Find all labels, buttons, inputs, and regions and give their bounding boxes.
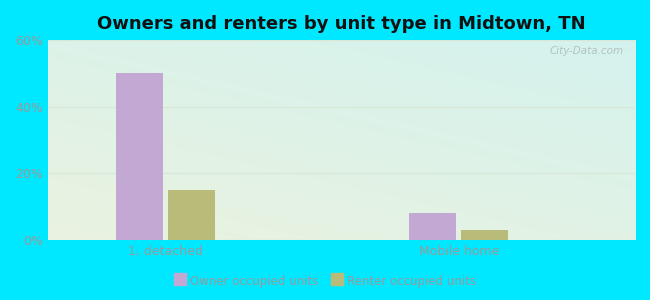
Bar: [461, 230, 508, 240]
Bar: [116, 74, 163, 240]
Title: Owners and renters by unit type in Midtown, TN: Owners and renters by unit type in Midto…: [97, 15, 586, 33]
Text: City-Data.com: City-Data.com: [549, 46, 623, 56]
Bar: [410, 214, 456, 240]
Legend: Owner occupied units, Renter occupied units: Owner occupied units, Renter occupied un…: [170, 271, 480, 291]
Bar: [168, 190, 215, 240]
